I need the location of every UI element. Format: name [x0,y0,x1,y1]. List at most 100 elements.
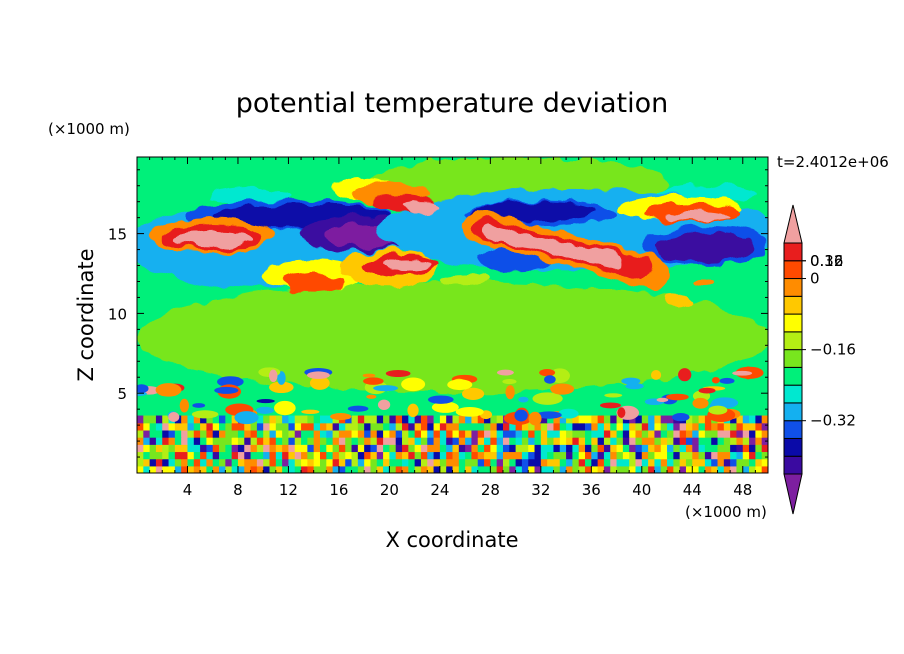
convective-cell [597,458,605,467]
convective-cell [673,444,681,453]
convective-cell [137,458,144,467]
convective-cell [650,370,662,380]
convective-cell [250,437,258,445]
convective-cell [622,458,630,467]
convective-cell [237,451,245,460]
convective-cell [490,415,498,424]
convective-cell [268,369,278,383]
convective-cell [692,429,700,438]
convective-cell [282,451,290,460]
convective-cell [553,451,561,460]
convective-cell [654,437,662,445]
convective-cell [502,451,510,460]
convective-cell [591,465,599,473]
convective-cell [447,379,473,391]
convective-cell [597,429,605,438]
convective-cell [389,437,397,445]
convective-cell [736,444,744,453]
convective-cell [326,465,334,473]
convective-cell [408,437,416,445]
convective-cell [698,451,706,460]
convective-cell [603,458,611,467]
convective-cell [137,444,144,453]
convective-cell [414,444,422,453]
convective-cell [319,429,327,438]
x-tick-label: 32 [531,481,550,499]
convective-cell [660,458,668,467]
convective-cell [288,465,296,473]
convective-cell [427,451,435,460]
convective-cell [717,429,725,438]
convective-cell [191,410,219,419]
convective-cell [692,458,700,467]
convective-cell [667,458,674,467]
convective-cell [749,429,756,438]
contour-blob [402,201,440,212]
convective-cell [364,465,372,473]
convective-cell [275,422,283,431]
convective-cell [471,437,479,445]
convective-cell [566,451,573,460]
convective-cell [427,458,435,467]
convective-cell [654,458,662,467]
convective-cell [206,451,214,460]
convective-cell [572,437,580,445]
convective-cell [711,376,720,384]
convective-cell [723,451,731,460]
convective-cell [755,451,763,460]
convective-cell [345,451,353,460]
convective-cell [389,429,397,438]
convective-cell [237,437,245,445]
convective-cell [155,383,182,397]
convective-cell [231,451,239,460]
convective-cell [484,444,491,453]
convective-cell [275,429,283,438]
convective-cell [502,429,510,438]
convective-cell [420,458,428,467]
convective-cell [610,444,618,453]
convective-cell [155,465,163,473]
convective-cell [505,385,515,400]
convective-cell [357,429,365,438]
convective-cell [711,444,719,453]
convective-cell [660,465,668,473]
convective-cell [269,429,277,438]
convective-cell [471,465,479,473]
convective-cell [578,437,586,445]
convective-cell [585,444,592,453]
convective-cell [471,444,479,453]
convective-cell [698,465,706,473]
convective-cell [174,458,182,467]
convective-cell [515,429,523,438]
convective-cell [496,415,504,424]
convective-cell [244,444,252,453]
convective-cell [458,465,466,473]
convective-cell [673,429,681,438]
convective-cell [622,444,630,453]
convective-cell [326,429,334,438]
convective-cell [610,437,618,445]
convective-cell [547,437,555,445]
convective-cell [679,465,687,473]
convective-cell [206,437,214,445]
convective-cell [660,451,668,460]
convective-cell [660,422,668,431]
convective-cell [414,422,422,431]
convective-cell [742,429,750,438]
convective-cell [465,444,473,453]
convective-cell [376,415,384,424]
convective-cell [155,458,163,467]
convective-cell [149,444,157,453]
convective-cell [212,437,220,445]
convective-cell [200,444,208,453]
colorbar-tick-label: 0.16 [810,252,843,270]
convective-cell [685,465,693,473]
convective-cell [591,437,599,445]
convective-cell [168,437,176,445]
convective-cell [427,465,435,473]
convective-cell [181,458,189,467]
convective-cell [370,444,378,453]
convective-cell [149,437,157,445]
convective-cell [761,415,768,424]
convective-cell [420,422,428,431]
